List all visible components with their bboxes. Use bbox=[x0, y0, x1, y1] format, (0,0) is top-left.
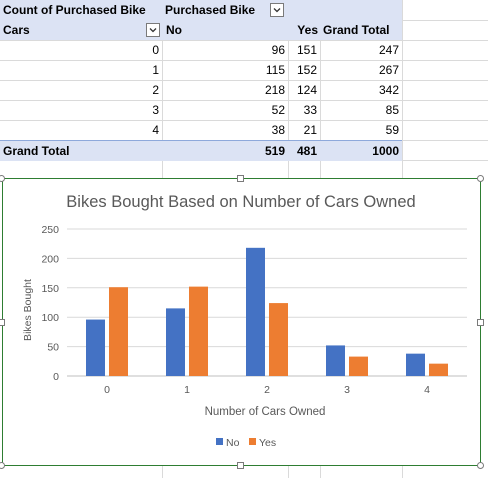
y-tick-label: 250 bbox=[41, 224, 59, 236]
legend-swatch-yes bbox=[249, 438, 256, 445]
count-field-label: Count of Purchased Bike bbox=[0, 0, 162, 20]
pivot-header-row-1: Count of Purchased Bike Purchased Bike bbox=[0, 0, 402, 20]
cars-value: 4 bbox=[152, 123, 159, 137]
no-value: 96 bbox=[271, 43, 285, 57]
cars-value: 0 bbox=[152, 43, 159, 57]
resize-handle[interactable] bbox=[0, 175, 5, 182]
table-row: 0 96 151 247 bbox=[0, 40, 402, 60]
grand-total-total: 1000 bbox=[320, 141, 402, 161]
grand-total-label: Grand Total bbox=[0, 141, 162, 161]
bar-no-cars-4[interactable] bbox=[406, 353, 425, 376]
resize-handle[interactable] bbox=[0, 462, 5, 469]
y-axis-ticks: 0 50 100 150 200 250 bbox=[41, 224, 59, 383]
cars-value: 1 bbox=[152, 63, 159, 77]
x-tick-label: 3 bbox=[344, 384, 350, 396]
column-filter-dropdown[interactable] bbox=[270, 3, 284, 17]
grand-total-yes: 481 bbox=[288, 141, 320, 161]
grand-total-row: Grand Total 519 481 1000 bbox=[0, 140, 402, 161]
bar-yes-cars-1[interactable] bbox=[189, 286, 208, 376]
resize-handle[interactable] bbox=[477, 319, 484, 326]
bar-no-cars-1[interactable] bbox=[166, 308, 185, 376]
table-row: 1 115 152 267 bbox=[0, 60, 402, 80]
x-tick-label: 4 bbox=[424, 384, 430, 396]
yes-value: 151 bbox=[296, 43, 317, 57]
bars bbox=[86, 247, 448, 376]
cars-value: 3 bbox=[152, 103, 159, 117]
total-value: 342 bbox=[378, 83, 399, 97]
table-row: 2 218 124 342 bbox=[0, 80, 402, 100]
bar-no-cars-0[interactable] bbox=[86, 319, 105, 376]
table-row: 3 52 33 85 bbox=[0, 100, 402, 120]
col-header-yes: Yes bbox=[288, 20, 320, 40]
no-value: 115 bbox=[265, 63, 285, 77]
yes-value: 152 bbox=[296, 63, 317, 77]
chart-legend: No Yes bbox=[216, 437, 276, 449]
yes-value: 33 bbox=[303, 103, 317, 117]
resize-handle[interactable] bbox=[237, 175, 244, 182]
y-tick-label: 200 bbox=[41, 253, 59, 265]
chart-title: Bikes Bought Based on Number of Cars Own… bbox=[66, 193, 415, 211]
no-value: 218 bbox=[264, 83, 285, 97]
y-tick-label: 100 bbox=[41, 312, 59, 324]
row-field-label: Cars bbox=[0, 20, 162, 40]
bar-yes-cars-4[interactable] bbox=[429, 363, 448, 376]
y-axis-title: Bikes Bought bbox=[22, 279, 34, 341]
legend-label-no: No bbox=[226, 437, 240, 449]
legend-label-yes: Yes bbox=[259, 437, 276, 449]
col-header-grand-total: Grand Total bbox=[320, 20, 402, 40]
total-value: 59 bbox=[385, 123, 399, 137]
table-row: 4 38 21 59 bbox=[0, 120, 402, 140]
total-value: 267 bbox=[378, 63, 399, 77]
gridlines bbox=[67, 228, 467, 377]
chevron-down-icon bbox=[149, 28, 157, 33]
y-tick-label: 0 bbox=[53, 371, 59, 383]
yes-value: 21 bbox=[303, 123, 317, 137]
x-axis-ticks: 0 1 2 3 4 bbox=[104, 384, 430, 396]
pivot-chart[interactable]: Bikes Bought Based on Number of Cars Own… bbox=[2, 178, 481, 466]
x-axis-title: Number of Cars Owned bbox=[205, 406, 326, 418]
total-value: 247 bbox=[378, 43, 399, 57]
pivot-header-row-2: Cars No Yes Grand Total bbox=[0, 20, 402, 40]
x-tick-label: 2 bbox=[264, 384, 270, 396]
x-tick-label: 0 bbox=[104, 384, 110, 396]
y-tick-label: 50 bbox=[47, 342, 59, 354]
grand-total-no: 519 bbox=[162, 141, 288, 161]
total-value: 85 bbox=[385, 103, 399, 117]
col-header-no: No bbox=[162, 20, 288, 40]
cars-value: 2 bbox=[152, 83, 159, 97]
row-filter-dropdown[interactable] bbox=[146, 23, 160, 37]
x-tick-label: 1 bbox=[184, 384, 190, 396]
bar-yes-cars-3[interactable] bbox=[349, 356, 368, 376]
chevron-down-icon bbox=[273, 8, 281, 13]
resize-handle[interactable] bbox=[477, 175, 484, 182]
legend-swatch-no bbox=[216, 438, 223, 445]
y-tick-label: 150 bbox=[41, 283, 59, 295]
resize-handle[interactable] bbox=[0, 319, 5, 326]
yes-value: 124 bbox=[296, 83, 317, 97]
no-value: 38 bbox=[271, 123, 285, 137]
column-field-text: Purchased Bike bbox=[165, 3, 256, 17]
resize-handle[interactable] bbox=[477, 462, 484, 469]
bar-yes-cars-2[interactable] bbox=[269, 303, 288, 376]
resize-handle[interactable] bbox=[237, 462, 244, 469]
bar-yes-cars-0[interactable] bbox=[109, 287, 128, 376]
bar-no-cars-2[interactable] bbox=[246, 247, 265, 376]
no-value: 52 bbox=[271, 103, 285, 117]
bar-chart: Bikes Bought Based on Number of Cars Own… bbox=[22, 193, 467, 449]
bar-no-cars-3[interactable] bbox=[326, 345, 345, 376]
